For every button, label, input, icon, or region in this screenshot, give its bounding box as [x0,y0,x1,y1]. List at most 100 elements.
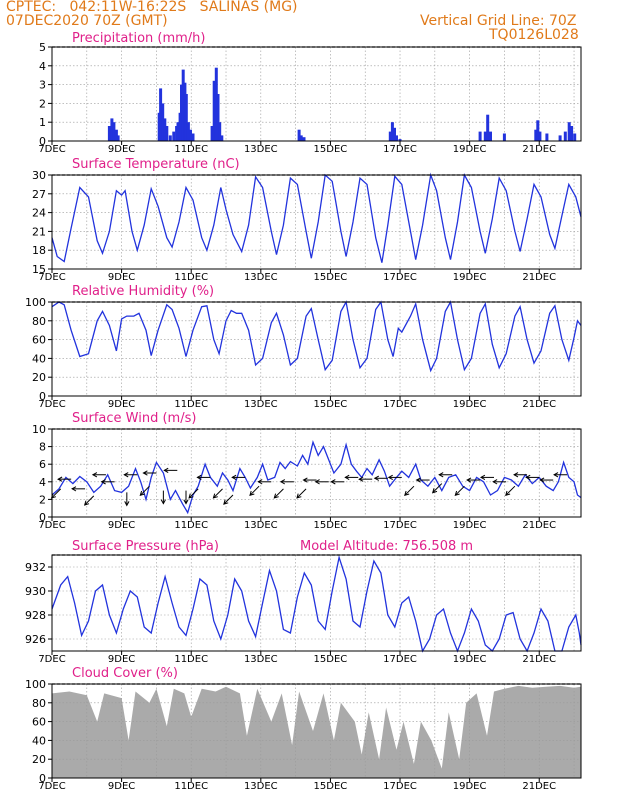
wind-arrow [431,483,443,494]
wind-arrow [57,476,72,482]
x-tick-label: 9DEC [108,399,135,410]
wind-arrow-head [387,474,393,481]
wind-arrow [314,479,329,485]
y-tick-label: 30 [32,169,46,182]
precip-bar [538,131,542,141]
x-tick-label: 19DEC [453,520,487,531]
wind-arrow [142,470,157,476]
y-tick-label: 5 [39,41,46,54]
wind-arrow [513,472,528,478]
x-tick-label: 15DEC [314,144,348,155]
wind-arrow-head [479,474,486,481]
y-tick-label: 4 [39,476,46,489]
wind-arrow-head [314,479,320,485]
wind-arrow-head [100,479,106,485]
x-tick-label: 17DEC [383,520,417,531]
x-tick-label: 11DEC [174,272,208,283]
wind-arrow [223,494,234,505]
wind-arrow [404,485,415,497]
precip-bar [398,139,402,141]
wind-arrow [279,479,294,485]
wind-arrow [100,479,115,485]
wind-arrow-head [279,479,286,485]
x-tick-label: 19DEC [453,144,487,155]
rh-line [51,300,582,373]
precip-bar [161,103,165,141]
y-tick-label: 100 [25,678,46,691]
y-tick-label: 930 [25,585,46,598]
precip-bar [489,131,492,141]
x-tick-label: 17DEC [383,272,417,283]
wind-arrow-shaft [404,485,415,496]
x-tick-label: 11DEC [174,781,208,792]
precip-bar [186,122,190,141]
wind-arrow-head [466,477,472,483]
wind-arrow-head [257,479,263,485]
wind-arrow-head [124,501,130,507]
precip-bar [534,129,538,141]
wind-arrow-head [358,476,364,482]
x-tick-label: 13DEC [244,781,278,792]
x-tick-label: 17DEC [383,781,417,792]
wind-arrow-shaft [432,483,443,494]
wind-arrow [139,485,150,497]
x-tick-label: 11DEC [174,399,208,410]
precip-bar [483,131,487,141]
wind-arrow-head [492,479,498,485]
wind-arrow-head [415,477,421,483]
precip-bar [573,133,577,141]
wind-arrow [438,472,453,478]
wind-arrow [163,467,178,473]
wind-arrow-shaft [223,494,234,505]
wind-arrow-shaft [188,488,199,499]
wind-arrow-head [196,474,202,481]
wind-arrow [183,490,189,505]
cloud-cover-area [52,685,581,778]
wind-arrow-head [553,472,559,478]
wind-arrow [91,472,106,478]
precip-bar [570,126,574,141]
wind-arrow [212,488,223,499]
wind-arrow [415,477,430,483]
y-tick-label: 10 [32,423,46,436]
x-tick-label: 7DEC [38,520,65,531]
wind-arrow [387,474,402,481]
x-tick-label: 11DEC [174,654,208,665]
precip-bar [536,120,540,141]
wind-arrow-head [71,486,77,492]
wind-arrow [249,485,260,497]
y-tick-label: 1 [39,116,46,129]
y-tick-label: 27 [32,188,46,201]
wind-arrow-head [431,488,438,494]
panel-frame [51,46,582,142]
panel-frame [51,428,582,518]
wind-arrow-shaft [51,488,62,499]
panel-frame [51,683,582,779]
wind-arrow-head [188,493,194,499]
precip-bar [545,133,549,141]
y-tick-label: 928 [25,609,46,622]
x-tick-label: 13DEC [244,399,278,410]
wind-arrow-shaft [84,495,95,506]
y-tick-label: 932 [25,561,46,574]
x-tick-label: 21DEC [522,520,556,531]
x-tick-label: 21DEC [522,399,556,410]
x-tick-label: 19DEC [453,399,487,410]
header-model-code: TQ0126L028 [489,27,579,43]
precip-bar [393,127,396,141]
y-tick-label: 926 [25,633,46,646]
y-tick-label: 60 [32,334,46,347]
wind-arrow-head [525,474,531,481]
x-tick-label: 17DEC [383,399,417,410]
wind-arrow-shaft [213,488,223,499]
y-tick-label: 100 [25,296,46,309]
header-grid-line: Vertical Grid Line: 70Z [420,13,577,29]
x-tick-label: 7DEC [38,144,65,155]
y-tick-label: 6 [39,458,46,471]
x-tick-label: 15DEC [314,781,348,792]
x-tick-label: 7DEC [38,654,65,665]
x-tick-label: 9DEC [108,272,135,283]
y-tick-label: 80 [32,697,46,710]
x-tick-label: 13DEC [244,272,278,283]
